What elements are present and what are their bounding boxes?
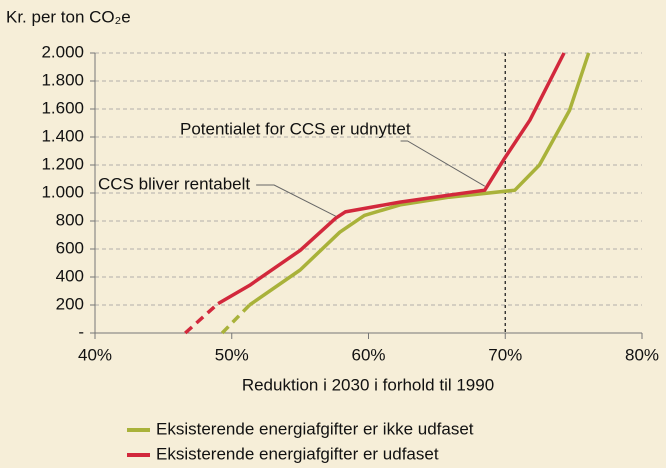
x-tick-label: 60% [351,345,385,364]
y-tick-label: 1.200 [41,154,84,173]
line [248,52,591,307]
x-tick-label: 80% [625,345,659,364]
y-tick-label: 200 [56,294,84,313]
x-tick-label: 40% [78,345,112,364]
annotation: CCS bliver rentabelt [98,174,250,193]
legend-label: Eksisterende energiafgifter er udfaset [156,444,439,463]
y-tick-label: 400 [56,266,84,285]
y-tick-label: 800 [56,210,84,229]
y-tick-label: 1.600 [41,98,84,117]
y-tick-label: 1.400 [41,126,84,145]
line-dashed [220,303,251,335]
annotation-leader [400,140,485,187]
x-axis-label: Reduktion i 2030 i forhold til 1990 [242,375,494,394]
y-tick-label: 2.000 [41,42,84,61]
annotation-leader [256,184,336,217]
y-tick-label: - [78,322,84,341]
annotation: Potentialet for CCS er udnyttet [180,119,411,138]
x-tick-label: 50% [215,345,249,364]
y-tick-label: 1.800 [41,70,84,89]
line [217,52,566,306]
x-tick-label: 70% [488,345,522,364]
y-axis-label: Kr. per ton CO₂e [6,7,131,26]
y-tick-label: 600 [56,238,84,257]
y-tick-label: 1.000 [41,182,84,201]
line-dashed [184,302,220,335]
legend-label: Eksisterende energiafgifter er ikke udfa… [156,419,474,438]
